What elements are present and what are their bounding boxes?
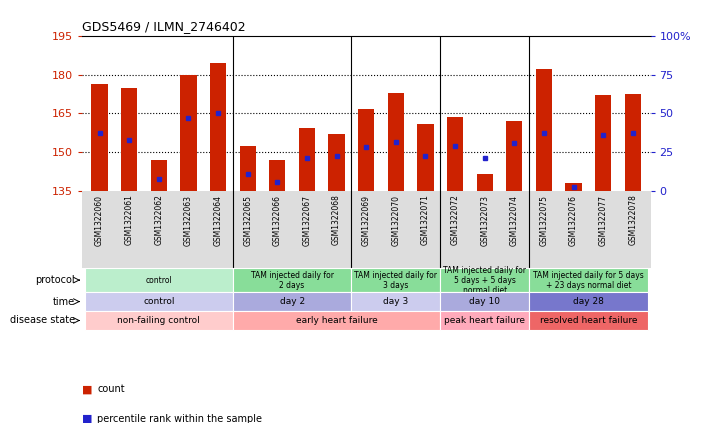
Bar	[233, 268, 351, 292]
Bar	[440, 311, 529, 330]
Bar	[92, 84, 107, 191]
Bar	[625, 94, 641, 191]
Bar	[529, 268, 648, 292]
Text: peak heart failure: peak heart failure	[444, 316, 525, 325]
Bar	[565, 183, 582, 191]
Text: GDS5469 / ILMN_2746402: GDS5469 / ILMN_2746402	[82, 20, 245, 33]
Bar	[440, 268, 529, 292]
Text: GSM1322075: GSM1322075	[540, 195, 548, 246]
Bar	[85, 311, 233, 330]
Text: GSM1322072: GSM1322072	[451, 195, 459, 245]
Text: time: time	[53, 297, 75, 307]
Bar	[121, 88, 137, 191]
Text: GSM1322077: GSM1322077	[599, 195, 608, 246]
Text: disease state: disease state	[10, 316, 75, 325]
Bar	[85, 268, 233, 292]
Text: ■: ■	[82, 384, 92, 394]
Bar	[529, 292, 648, 311]
Bar	[328, 134, 345, 191]
Bar	[506, 121, 523, 191]
Bar	[233, 292, 351, 311]
Bar	[529, 311, 648, 330]
Bar	[299, 127, 315, 191]
Text: control: control	[146, 275, 172, 285]
Text: early heart failure: early heart failure	[296, 316, 378, 325]
Text: resolved heart failure: resolved heart failure	[540, 316, 637, 325]
Text: ■: ■	[82, 414, 92, 423]
Text: day 3: day 3	[383, 297, 408, 306]
Text: GSM1322067: GSM1322067	[302, 195, 311, 246]
Text: day 10: day 10	[469, 297, 500, 306]
Text: control: control	[143, 297, 174, 306]
Bar	[417, 124, 434, 191]
Bar	[240, 146, 256, 191]
Text: protocol: protocol	[36, 275, 75, 285]
Bar	[351, 292, 440, 311]
Text: non-failing control: non-failing control	[117, 316, 201, 325]
Text: GSM1322069: GSM1322069	[362, 195, 370, 246]
Text: GSM1322074: GSM1322074	[510, 195, 519, 246]
Bar	[387, 93, 404, 191]
Text: day 2: day 2	[279, 297, 305, 306]
Text: count: count	[97, 384, 125, 394]
Text: GSM1322073: GSM1322073	[480, 195, 489, 246]
Bar	[351, 268, 440, 292]
Text: GSM1322070: GSM1322070	[391, 195, 400, 246]
Bar	[476, 174, 493, 191]
Bar	[447, 117, 463, 191]
Bar	[181, 74, 196, 191]
Text: TAM injected daily for
2 days: TAM injected daily for 2 days	[250, 271, 333, 290]
Text: GSM1322066: GSM1322066	[273, 195, 282, 246]
Text: percentile rank within the sample: percentile rank within the sample	[97, 414, 262, 423]
Text: GSM1322071: GSM1322071	[421, 195, 430, 245]
Bar	[440, 292, 529, 311]
Text: GSM1322064: GSM1322064	[213, 195, 223, 246]
Text: TAM injected daily for
3 days: TAM injected daily for 3 days	[354, 271, 437, 290]
Bar	[85, 292, 233, 311]
Text: GSM1322063: GSM1322063	[184, 195, 193, 246]
Bar	[233, 311, 440, 330]
Text: GSM1322078: GSM1322078	[629, 195, 637, 245]
Text: TAM injected daily for 5 days
+ 23 days normal diet: TAM injected daily for 5 days + 23 days …	[533, 271, 643, 290]
Text: GSM1322062: GSM1322062	[154, 195, 164, 245]
Bar	[595, 95, 611, 191]
Text: day 28: day 28	[573, 297, 604, 306]
Bar	[358, 110, 374, 191]
Text: GSM1322060: GSM1322060	[95, 195, 104, 246]
Bar	[269, 160, 285, 191]
Text: GSM1322076: GSM1322076	[569, 195, 578, 246]
Text: GSM1322068: GSM1322068	[332, 195, 341, 245]
Bar	[210, 63, 226, 191]
Bar	[536, 69, 552, 191]
Text: TAM injected daily for
5 days + 5 days
normal diet: TAM injected daily for 5 days + 5 days n…	[443, 266, 526, 295]
Text: GSM1322065: GSM1322065	[243, 195, 252, 246]
Text: GSM1322061: GSM1322061	[124, 195, 134, 245]
Bar	[151, 160, 167, 191]
